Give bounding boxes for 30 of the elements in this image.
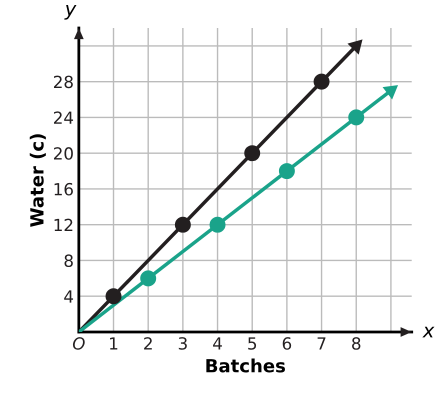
x-axis-title: Batches [206,358,285,373]
point [106,288,122,304]
point [383,85,398,99]
point [314,74,330,90]
y-tick-label: 16 [54,182,73,196]
point [348,40,362,54]
point [244,145,260,162]
x-tick-label: 5 [248,337,256,350]
y-tick-label: 4 [64,290,74,303]
y-tick-label: 12 [54,218,72,232]
y-tick-label: 8 [64,254,73,268]
y-axis-title: Water (c) [30,134,46,227]
x-tick-label: 7 [318,337,326,350]
point [278,163,295,180]
point [348,109,364,126]
y-tick-label: 24 [54,111,74,124]
x-tick-label: 2 [144,337,152,350]
x-tick-label: 1 [110,337,118,350]
point [140,270,156,286]
text: y [64,4,76,20]
point [174,216,191,233]
x-tick-label: 4 [213,337,222,350]
y-tick-label: 20 [54,147,73,160]
point [210,216,226,233]
x-tick-label: 6 [282,337,292,350]
x-tick-label: 3 [178,337,187,350]
y-tick-label: 28 [54,76,73,88]
x-tick-label: O [72,337,85,350]
x-tick-label: 8 [352,337,360,350]
text: x [422,326,434,338]
